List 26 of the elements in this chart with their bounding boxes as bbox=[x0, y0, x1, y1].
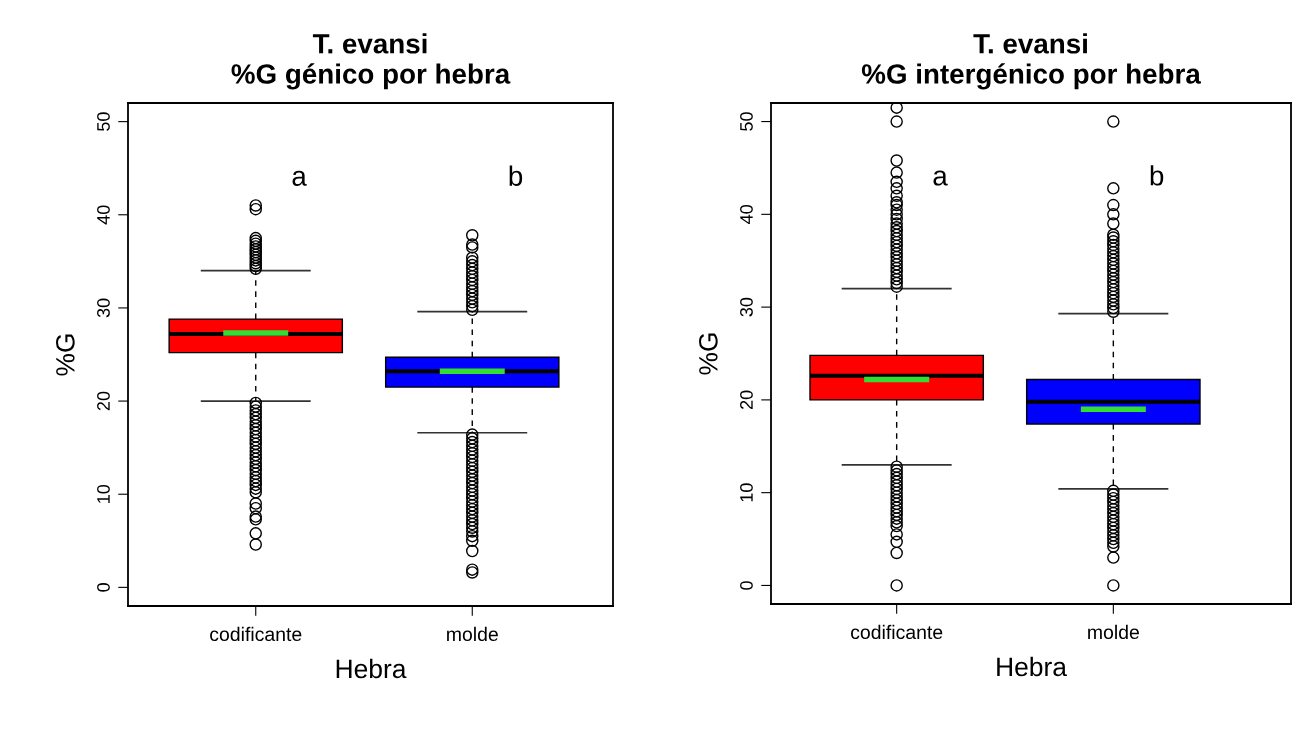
y-tick-label: 10 bbox=[740, 483, 753, 502]
annotation: a bbox=[933, 170, 948, 186]
y-tick-label: 30 bbox=[97, 298, 110, 318]
x-axis-title: Hebra bbox=[336, 658, 407, 679]
x-tick-label: codificante bbox=[210, 626, 302, 642]
annotation: a bbox=[292, 170, 307, 186]
y-tick-label: 50 bbox=[97, 112, 110, 131]
x-tick-label: codificante bbox=[851, 624, 943, 640]
chart-title: T. evansi %G génico por hebra bbox=[231, 33, 511, 90]
chart-title: T. evansi %G intergénico por hebra bbox=[861, 33, 1201, 90]
annotation: b bbox=[1150, 165, 1164, 186]
y-tick-label: 50 bbox=[740, 112, 753, 131]
x-tick-label: molde bbox=[447, 626, 498, 642]
x-axis-title: Hebra bbox=[997, 656, 1067, 677]
x-tick-label: molde bbox=[1088, 624, 1139, 640]
y-tick-label: 0 bbox=[740, 581, 753, 590]
y-axis-title: %G bbox=[699, 333, 718, 375]
y-tick-label: 20 bbox=[740, 390, 753, 410]
y-tick-label: 30 bbox=[740, 297, 753, 317]
y-tick-label: 10 bbox=[97, 484, 110, 503]
y-tick-label: 20 bbox=[97, 391, 110, 411]
y-tick-label: 40 bbox=[97, 205, 110, 225]
y-axis-title: %G bbox=[56, 334, 75, 376]
y-tick-label: 40 bbox=[740, 205, 753, 224]
y-tick-label: 0 bbox=[97, 583, 110, 592]
annotation: b bbox=[509, 165, 523, 186]
